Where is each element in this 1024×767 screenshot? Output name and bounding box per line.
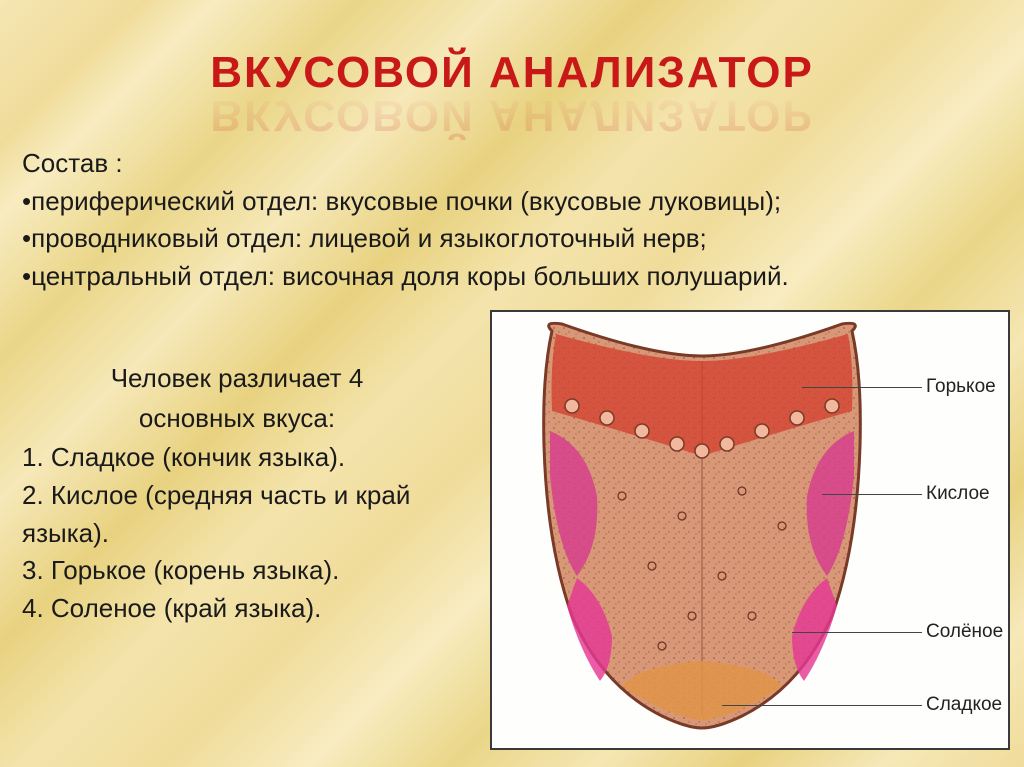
leader-bitter [802,387,922,388]
tastes-heading-line2: основных вкуса: [22,400,452,438]
tastes-heading-line1: Человек различает 4 [22,360,452,398]
label-bitter: Горькое [926,376,996,398]
composition-bullet-3: •центральный отдел: височная доля коры б… [22,258,789,296]
tongue-diagram: Горькое Кислое Солёное Сладкое [490,310,1010,750]
composition-bullet-1: •периферический отдел: вкусовые почки (в… [22,183,789,221]
page-title-reflection: ВКУСОВОЙ АНАЛИЗАТОР [0,90,1024,140]
label-sweet: Сладкое [926,694,1002,716]
tastes-block: Человек различает 4 основных вкуса: 1. С… [22,360,452,628]
title-block: ВКУСОВОЙ АНАЛИЗАТОР ВКУСОВОЙ АНАЛИЗАТОР [0,0,1024,140]
leader-sour [822,494,922,495]
taste-item-2: 2. Кислое (средняя часть и край языка). [22,477,452,552]
label-sour: Кислое [926,483,990,505]
leader-sweet [722,705,922,706]
taste-item-4: 4. Соленое (край языка). [22,590,452,628]
label-salty: Солёное [926,621,1003,643]
leader-salty [792,632,922,633]
composition-block: Состав : •периферический отдел: вкусовые… [22,145,789,296]
composition-bullet-2: •проводниковый отдел: лицевой и языкогло… [22,220,789,258]
taste-item-1: 1. Сладкое (кончик языка). [22,439,452,477]
tongue-svg [532,316,872,736]
taste-item-3: 3. Горькое (корень языка). [22,552,452,590]
composition-heading: Состав : [22,145,789,183]
